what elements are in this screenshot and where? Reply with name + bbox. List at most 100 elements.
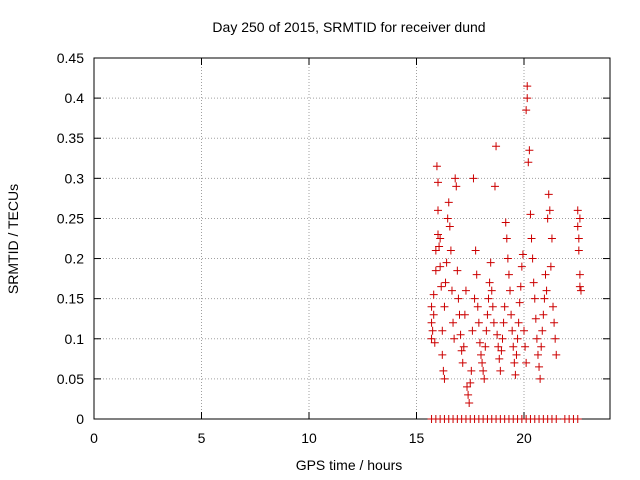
data-point: [460, 310, 469, 319]
axis-ticks: 0 0.05 0.1 0.15 0.2 0.25 0.3 0.35 0.4 0.45 0 5 10 15 2…: [57, 50, 610, 446]
data-point: [434, 178, 442, 187]
data-point: [471, 246, 480, 255]
data-point: [573, 415, 582, 423]
data-point: [488, 302, 497, 311]
data-point: [535, 362, 544, 371]
data-point: [525, 146, 534, 155]
data-point: [543, 214, 552, 223]
plot-frame: [93, 57, 611, 420]
data-point: [470, 294, 479, 303]
data-point: [481, 342, 490, 351]
data-point: [550, 318, 559, 327]
y-tick-label: 0.05: [57, 371, 84, 387]
data-point: [493, 330, 502, 339]
data-point: [533, 350, 542, 359]
data-point: [429, 310, 438, 319]
data-point: [515, 298, 524, 307]
data-point: [452, 182, 461, 191]
data-point: [511, 370, 520, 379]
data-point: [479, 366, 488, 375]
data-point: [451, 174, 460, 183]
data-point: [522, 358, 531, 367]
x-tick-label: 10: [301, 430, 317, 446]
data-point: [427, 334, 436, 343]
data-point: [542, 286, 551, 295]
data-point: [447, 286, 456, 295]
data-point: [547, 234, 556, 243]
data-point: [442, 258, 451, 267]
data-point: [445, 222, 454, 231]
data-point: [450, 334, 459, 343]
data-point: [441, 278, 450, 287]
data-point: [546, 262, 555, 271]
data-point: [501, 218, 510, 227]
y-tick-label: 0.1: [65, 331, 85, 347]
data-point: [469, 174, 478, 183]
data-point: [574, 234, 583, 243]
data-point: [437, 282, 446, 291]
data-point: [457, 346, 466, 355]
data-point: [575, 282, 584, 291]
data-point: [427, 318, 436, 327]
data-point: [468, 326, 477, 335]
data-point: [573, 206, 582, 215]
data-point: [440, 374, 449, 383]
data-point: [503, 254, 512, 263]
x-axis-label: GPS time / hours: [296, 457, 403, 473]
data-point: [545, 206, 554, 215]
data-point: [499, 318, 508, 327]
data-point: [444, 198, 453, 207]
data-point: [538, 326, 547, 335]
data-point: [527, 234, 536, 243]
data-point: [507, 310, 516, 319]
data-point: [430, 338, 439, 347]
chart-title: Day 250 of 2015, SRMTID for receiver dun…: [212, 19, 485, 35]
data-point: [429, 290, 438, 299]
data-point: [528, 254, 537, 263]
data-point: [530, 294, 539, 303]
data-point: [531, 314, 540, 323]
data-point: [500, 302, 509, 311]
data-point: [520, 326, 528, 335]
data-point: [575, 214, 584, 223]
data-point: [443, 214, 452, 223]
data-point: [464, 390, 473, 399]
data-point: [529, 278, 538, 287]
data-point: [498, 334, 507, 343]
data-point: [496, 366, 505, 375]
data-point: [463, 382, 472, 391]
data-point: [458, 358, 467, 367]
data-point: [427, 302, 436, 311]
x-tick-label: 5: [198, 430, 206, 446]
y-tick-label: 0.2: [65, 251, 85, 267]
data-point: [449, 318, 458, 327]
x-tick-label: 0: [90, 430, 98, 446]
data-point: [576, 286, 585, 295]
data-point: [478, 358, 487, 367]
data-point: [497, 346, 506, 355]
data-point: [522, 106, 531, 115]
data-point: [461, 286, 470, 295]
y-tick-label: 0.25: [57, 210, 84, 226]
data-point: [575, 270, 584, 279]
data-point: [574, 246, 583, 255]
data-point: [436, 234, 445, 243]
data-point: [466, 378, 475, 387]
data-point: [551, 334, 560, 343]
data-point: [439, 366, 448, 375]
data-point: [516, 282, 525, 291]
data-point: [495, 354, 504, 363]
data-point: [523, 82, 532, 91]
data-point: [484, 294, 493, 303]
data-point: [537, 342, 546, 351]
data-point: [431, 246, 440, 255]
data-point: [428, 326, 437, 335]
data-point: [465, 398, 474, 407]
data-point: [454, 294, 463, 303]
y-tick-label: 0.35: [57, 130, 84, 146]
data-point: [434, 230, 442, 239]
data-point: [438, 326, 447, 335]
data-point: [477, 350, 485, 359]
data-point: [492, 142, 501, 151]
